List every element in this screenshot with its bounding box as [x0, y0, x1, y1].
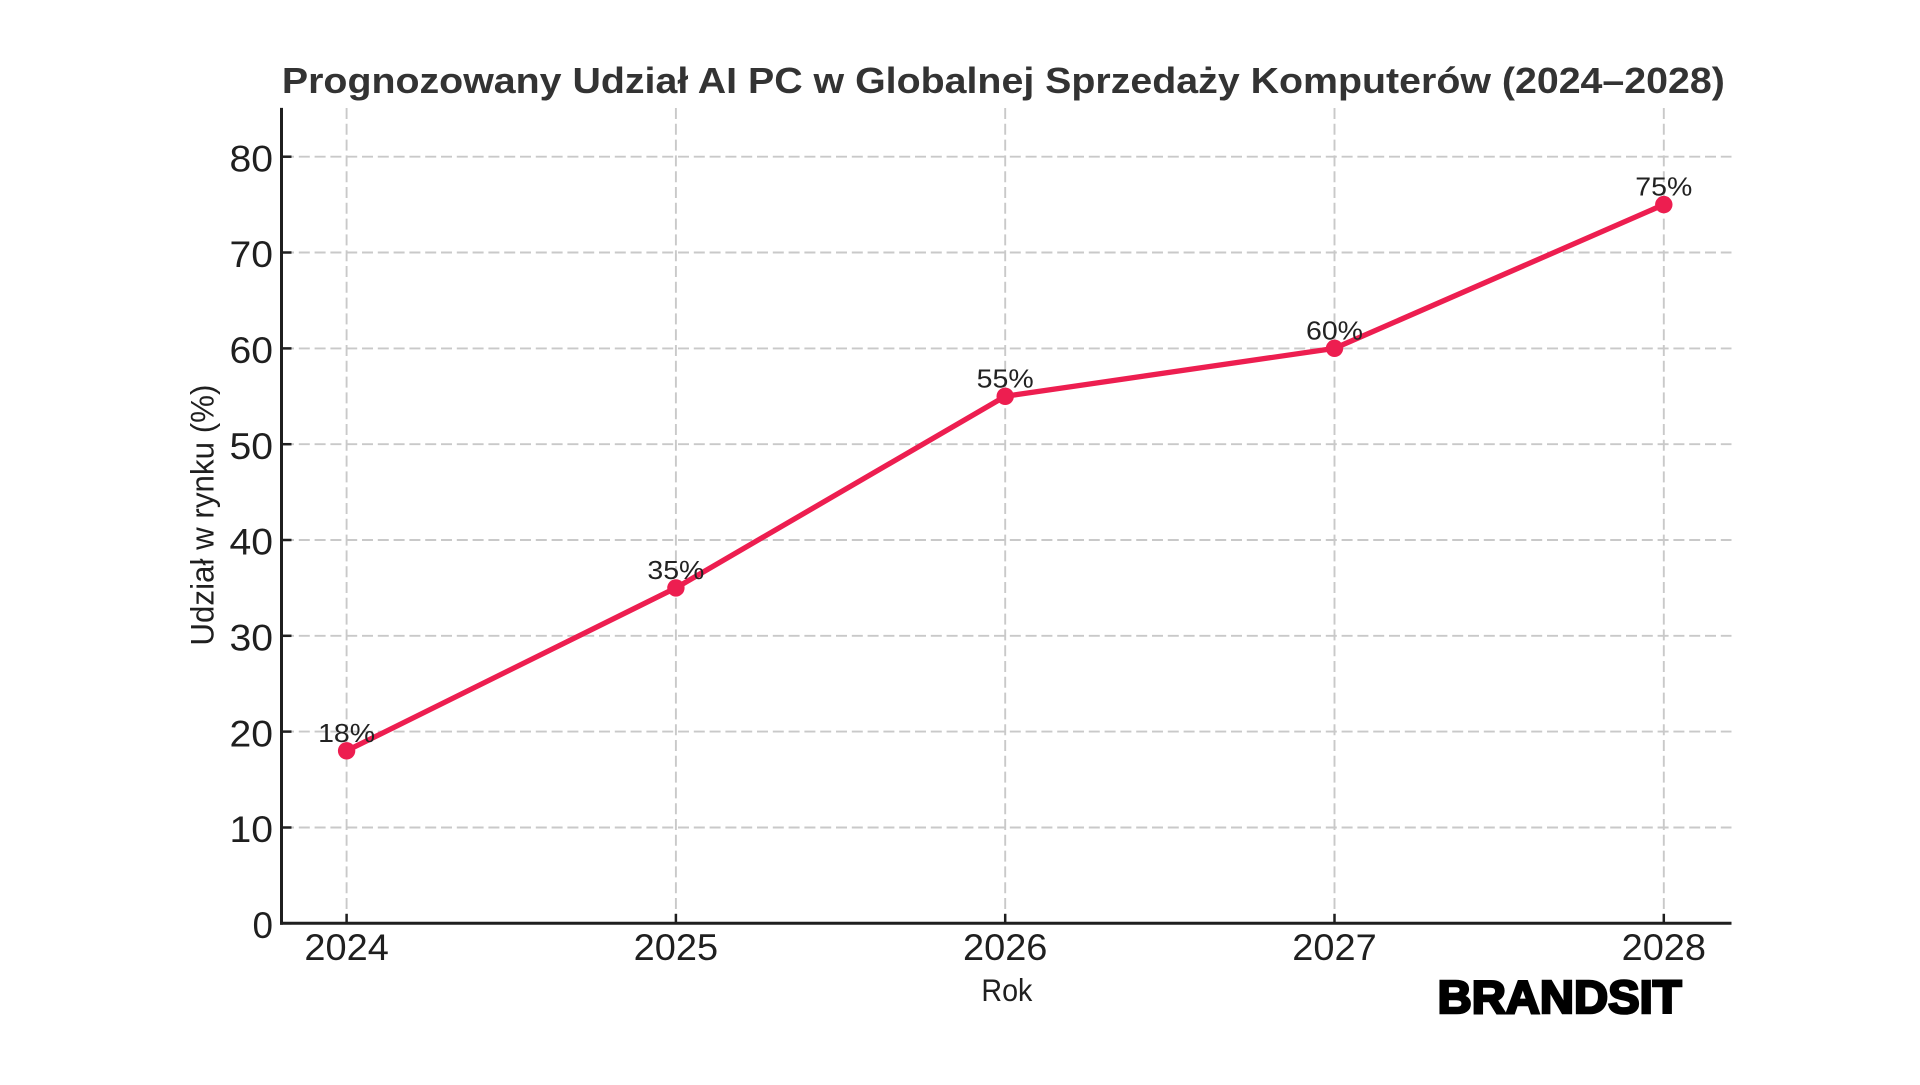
svg-text:Udział w rynku (%): Udział w rynku (%) [185, 385, 221, 646]
svg-text:35%: 35% [647, 555, 704, 585]
svg-text:30: 30 [230, 618, 274, 659]
svg-text:Prognozowany Udział AI PC w Gl: Prognozowany Udział AI PC w Globalnej Sp… [282, 60, 1725, 101]
svg-text:BRANDSIT: BRANDSIT [1438, 971, 1682, 1023]
svg-text:20: 20 [230, 713, 274, 754]
svg-text:10: 10 [230, 809, 274, 850]
svg-text:18%: 18% [318, 718, 375, 748]
svg-text:2024: 2024 [304, 927, 388, 968]
svg-text:Rok: Rok [981, 972, 1032, 1008]
svg-text:60%: 60% [1306, 315, 1363, 345]
svg-text:40: 40 [230, 522, 274, 563]
svg-text:55%: 55% [977, 363, 1034, 393]
svg-text:2027: 2027 [1292, 927, 1376, 968]
svg-text:80: 80 [230, 138, 274, 179]
svg-text:75%: 75% [1635, 172, 1692, 202]
svg-text:50: 50 [230, 426, 274, 467]
svg-text:2026: 2026 [963, 927, 1047, 968]
svg-text:2025: 2025 [634, 927, 718, 968]
svg-text:60: 60 [230, 330, 274, 371]
svg-text:70: 70 [230, 234, 274, 275]
svg-text:2028: 2028 [1622, 927, 1706, 968]
svg-text:0: 0 [253, 905, 274, 946]
